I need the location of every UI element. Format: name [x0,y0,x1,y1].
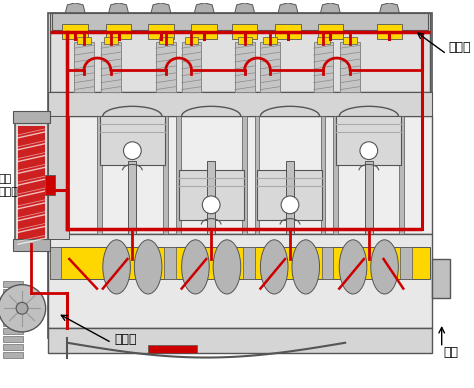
Bar [3,296,23,302]
Bar [320,116,326,234]
Bar [179,170,244,220]
Circle shape [124,142,141,159]
Bar [3,304,23,310]
Bar [255,116,259,234]
Bar [264,37,277,44]
Bar [286,161,294,234]
Ellipse shape [371,240,398,294]
Bar [432,259,449,298]
Bar [243,247,255,279]
Polygon shape [65,3,85,13]
Bar [3,289,23,294]
Bar [77,37,91,44]
Bar [156,42,176,92]
Bar [242,116,246,234]
Bar [401,247,412,279]
Bar [3,328,23,334]
Bar [340,42,360,92]
Ellipse shape [134,240,162,294]
Bar [50,247,62,279]
Circle shape [0,285,46,332]
Bar [48,116,69,239]
Bar [164,247,176,279]
Bar [18,126,45,244]
Ellipse shape [260,240,288,294]
Bar [104,37,118,44]
Bar [232,24,257,39]
Bar [191,24,217,39]
Bar [74,42,94,92]
Polygon shape [278,3,298,13]
Bar [45,175,55,195]
Circle shape [281,196,299,214]
Bar [333,116,338,234]
Bar [50,247,430,279]
Polygon shape [380,3,399,13]
Circle shape [16,302,28,314]
Bar [48,92,432,116]
Bar [13,239,50,251]
Bar [48,13,432,338]
Ellipse shape [213,240,241,294]
Bar [52,13,428,31]
Bar [275,24,301,39]
Text: 机油
过滤器: 机油 过滤器 [0,173,18,197]
Bar [48,328,432,353]
Polygon shape [320,3,340,13]
Bar [15,121,48,249]
Bar [235,42,255,92]
Bar [343,37,357,44]
Bar [321,247,333,279]
Text: 曲轴: 曲轴 [444,346,459,359]
Bar [317,37,330,44]
Bar [50,13,430,92]
Bar [257,170,322,220]
Bar [207,161,215,234]
Text: 凸轮轴: 凸轮轴 [448,41,471,54]
Bar [3,281,23,287]
Ellipse shape [103,240,130,294]
Bar [336,116,401,165]
Bar [148,345,197,353]
Bar [48,234,432,328]
Bar [3,312,23,318]
Bar [159,37,173,44]
Bar [163,116,168,234]
Circle shape [360,142,378,159]
Bar [148,24,174,39]
Bar [106,24,131,39]
Bar [399,116,404,234]
Bar [101,42,120,92]
Bar [13,111,50,123]
Text: 机油泵: 机油泵 [115,333,137,346]
Ellipse shape [182,240,209,294]
Bar [63,24,88,39]
Bar [3,344,23,350]
Circle shape [202,196,220,214]
Bar [184,37,199,44]
Bar [3,320,23,326]
Bar [128,161,137,234]
Bar [260,42,280,92]
Bar [238,37,252,44]
Bar [318,24,343,39]
Ellipse shape [339,240,367,294]
Bar [182,42,201,92]
Polygon shape [235,3,255,13]
Bar [3,336,23,342]
Ellipse shape [292,240,319,294]
Bar [377,24,402,39]
Bar [176,116,181,234]
Bar [314,42,333,92]
Bar [48,116,432,234]
Bar [365,161,373,234]
Bar [3,352,23,357]
Polygon shape [194,3,214,13]
Bar [100,116,165,165]
Bar [97,116,102,234]
Polygon shape [109,3,128,13]
Polygon shape [151,3,171,13]
